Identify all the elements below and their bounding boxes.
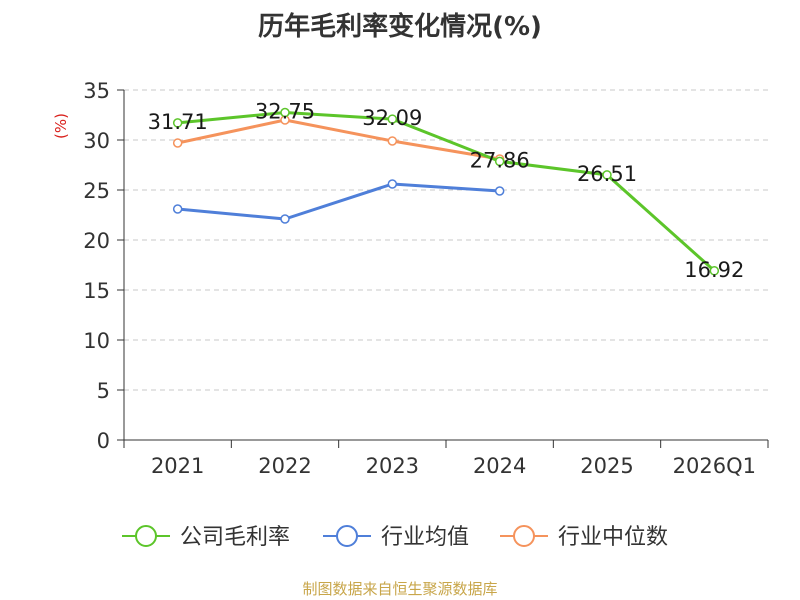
- x-axis-ticks: 2021 2022 2023 2024 2025 2026Q1: [123, 440, 769, 478]
- legend-marker: [513, 525, 535, 547]
- y-tick-label: 30: [83, 129, 110, 153]
- data-label: 26.51: [577, 162, 637, 186]
- legend-label: 公司毛利率: [180, 525, 290, 550]
- series-0: [172, 107, 720, 276]
- axes: [123, 90, 768, 441]
- data-point[interactable]: [709, 266, 720, 276]
- y-axis-label: (%): [52, 113, 70, 139]
- legend-marker: [135, 525, 157, 547]
- data-point[interactable]: [280, 214, 290, 224]
- legend-item-2[interactable]: 行业中位数: [500, 525, 668, 550]
- data-labels: 31.71 32.75 32.09 27.86 26.51 16.92: [148, 100, 745, 282]
- legend-item-1[interactable]: 行业均值: [323, 525, 469, 550]
- series-line: [177, 118, 500, 161]
- series-1: [172, 179, 505, 224]
- data-label: 16.92: [684, 258, 744, 282]
- data-point[interactable]: [172, 138, 183, 148]
- legend-item-0[interactable]: 公司毛利率: [122, 525, 290, 550]
- y-tick-label: 10: [83, 329, 110, 353]
- series-line: [177, 182, 500, 221]
- legend-label: 行业均值: [381, 525, 469, 550]
- y-tick-label: 25: [83, 179, 110, 203]
- x-tick-label: 2025: [580, 454, 633, 478]
- data-point[interactable]: [494, 156, 505, 167]
- data-point[interactable]: [387, 136, 398, 146]
- data-point[interactable]: [494, 186, 505, 196]
- data-point[interactable]: [602, 170, 612, 180]
- legend-label: 行业中位数: [558, 525, 668, 550]
- data-point[interactable]: [172, 118, 183, 128]
- chart-title: 历年毛利率变化情况(%): [258, 12, 542, 42]
- series-line: [177, 111, 716, 272]
- y-tick-label: 5: [97, 379, 110, 403]
- x-tick-label: 2024: [473, 454, 526, 478]
- data-point[interactable]: [387, 179, 398, 189]
- data-point[interactable]: [280, 107, 290, 118]
- series-group: [172, 107, 720, 276]
- source-note: 制图数据来自恒生聚源数据库: [302, 580, 498, 598]
- data-label: 31.71: [148, 110, 208, 134]
- x-tick-label: 2022: [258, 454, 311, 478]
- data-label: 32.09: [362, 106, 422, 130]
- x-tick-label: 2026Q1: [673, 454, 756, 478]
- y-tick-label: 20: [83, 229, 110, 253]
- data-label: 32.75: [255, 100, 315, 124]
- x-tick-label: 2023: [366, 454, 419, 478]
- y-tick-label: 35: [83, 79, 110, 103]
- x-tick-label: 2021: [151, 454, 204, 478]
- y-tick-label: 15: [83, 279, 110, 303]
- data-label: 27.86: [470, 148, 530, 172]
- y-axis-ticks: 0 5 10 15 20 25 30 35: [83, 79, 124, 453]
- y-tick-label: 0: [97, 429, 110, 453]
- data-point[interactable]: [172, 204, 183, 214]
- data-point[interactable]: [387, 114, 398, 124]
- legend[interactable]: 公司毛利率 行业均值 行业中位数: [122, 525, 668, 550]
- legend-marker: [336, 525, 358, 547]
